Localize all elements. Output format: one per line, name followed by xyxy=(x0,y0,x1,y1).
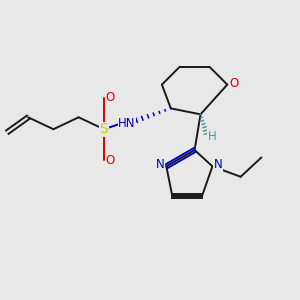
Text: N: N xyxy=(156,158,165,171)
Text: N: N xyxy=(214,158,223,171)
Text: S: S xyxy=(100,122,108,136)
Text: HN: HN xyxy=(118,117,136,130)
Text: O: O xyxy=(106,92,115,104)
Text: O: O xyxy=(106,154,115,167)
Text: H: H xyxy=(207,130,216,142)
Text: O: O xyxy=(229,76,239,90)
